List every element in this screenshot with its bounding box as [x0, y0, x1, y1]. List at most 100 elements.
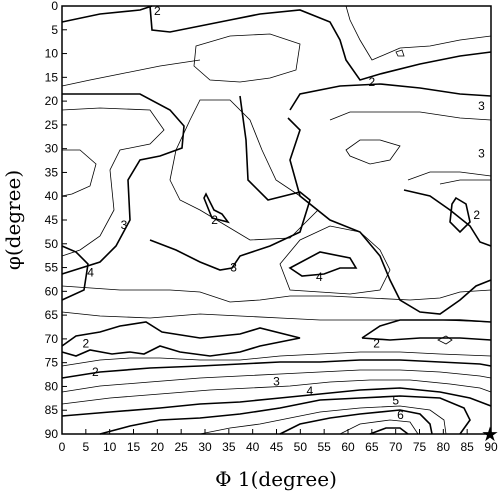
x-tick-label: 40 [246, 440, 260, 454]
x-tick-label: 60 [341, 440, 355, 454]
contour-line [149, 5, 492, 81]
contour-line [395, 49, 405, 57]
y-tick-label: 55 [45, 261, 59, 275]
contour-label: 4 [307, 384, 314, 398]
contour-label: 2 [154, 4, 161, 18]
contour-line [289, 83, 492, 111]
contour-line [345, 139, 401, 165]
contour-line [99, 395, 471, 435]
contour-label: 4 [87, 265, 94, 279]
contour-label: 6 [397, 408, 404, 422]
y-tick-label: 80 [45, 379, 59, 393]
y-tick-label: 20 [45, 94, 59, 108]
contour-line [193, 33, 301, 83]
x-tick-label: 70 [389, 440, 403, 454]
y-tick-label: 15 [45, 70, 59, 84]
y-tick-label: 45 [45, 213, 59, 227]
x-tick-label: 35 [222, 440, 236, 454]
contour-label: 2 [368, 75, 375, 89]
contour-label: 3 [273, 375, 280, 389]
x-tick-label: 45 [270, 440, 284, 454]
contour-line [61, 245, 89, 301]
contour-line [345, 5, 492, 61]
contour-line [287, 117, 492, 315]
x-tick-label: 85 [460, 440, 474, 454]
contour-line [61, 285, 492, 303]
y-tick-label: 30 [45, 142, 59, 156]
contour-label: 2 [373, 337, 380, 351]
contour-label: 4 [316, 270, 323, 284]
contour-line [61, 387, 492, 417]
contour-line [61, 93, 185, 275]
marker-layer: ★ [481, 422, 499, 446]
x-tick-label: 10 [103, 440, 117, 454]
x-axis-title: Φ 1(degree) [215, 467, 337, 491]
contour-line [61, 351, 492, 367]
y-tick-label: 35 [45, 165, 59, 179]
contour-label: 5 [392, 394, 399, 408]
contour-line [407, 171, 492, 181]
contour-line [61, 359, 492, 379]
contour-label: 2 [211, 213, 218, 227]
x-tick-label: 75 [413, 440, 427, 454]
y-tick-label: 75 [45, 356, 59, 370]
contour-line [329, 111, 492, 121]
x-tick-label: 15 [127, 440, 141, 454]
y-axis: 0 5 10 15 20 25 30 35 40 45 50 55 60 65 70 75 80 85 90 [45, 0, 67, 441]
x-tick-label: 90 [484, 440, 498, 454]
contour-label: 2 [473, 208, 480, 222]
contour-label: 3 [230, 261, 237, 275]
contour-line [149, 95, 311, 271]
x-tick-label: 65 [365, 440, 379, 454]
x-tick-label: 55 [317, 440, 331, 454]
y-tick-label: 70 [45, 332, 59, 346]
contour-label: 3 [121, 218, 128, 232]
contour-line [61, 5, 153, 23]
contour-line [437, 335, 453, 345]
contour-line [61, 107, 165, 257]
contour-line [403, 189, 492, 247]
contour-line [361, 319, 492, 339]
contour-line [279, 225, 391, 295]
contour-lines [61, 5, 492, 435]
x-tick-label: 50 [294, 440, 308, 454]
x-tick-label: 25 [174, 440, 188, 454]
contour-line [279, 409, 433, 435]
y-tick-label: 10 [45, 47, 59, 61]
contour-label: 3 [478, 99, 485, 113]
y-axis-title: φ(degree) [1, 170, 25, 270]
contour-line [203, 192, 230, 224]
y-tick-label: 65 [45, 308, 59, 322]
contour-line [199, 405, 447, 435]
contour-line [288, 251, 358, 277]
contour-line [449, 196, 471, 234]
y-tick-label: 40 [45, 189, 59, 203]
contour-line [361, 337, 492, 341]
contour-label: 2 [82, 337, 89, 351]
x-tick-label: 0 [59, 440, 66, 454]
star-marker: ★ [481, 422, 499, 446]
y-tick-label: 85 [45, 403, 59, 417]
x-tick-label: 5 [82, 440, 89, 454]
contour-line [61, 321, 301, 357]
x-axis: 0 5 10 15 20 25 30 35 40 45 50 55 60 65 70 75 80 85 90 [59, 429, 498, 454]
contour-label: 3 [478, 146, 485, 160]
contour-label: 2 [92, 365, 99, 379]
contour-line [61, 59, 201, 87]
x-tick-label: 20 [151, 440, 165, 454]
y-tick-label: 5 [51, 23, 58, 37]
contour-line [169, 99, 319, 241]
x-tick-label: 80 [437, 440, 451, 454]
contour-line [339, 419, 419, 435]
y-tick-label: 50 [45, 237, 59, 251]
contour-line [61, 149, 97, 197]
x-tick-label: 30 [198, 440, 212, 454]
y-tick-label: 60 [45, 284, 59, 298]
y-tick-label: 90 [45, 427, 59, 441]
y-tick-label: 25 [45, 118, 59, 132]
contour-line [369, 427, 409, 435]
contour-line [439, 179, 491, 185]
y-tick-label: 0 [51, 0, 58, 13]
